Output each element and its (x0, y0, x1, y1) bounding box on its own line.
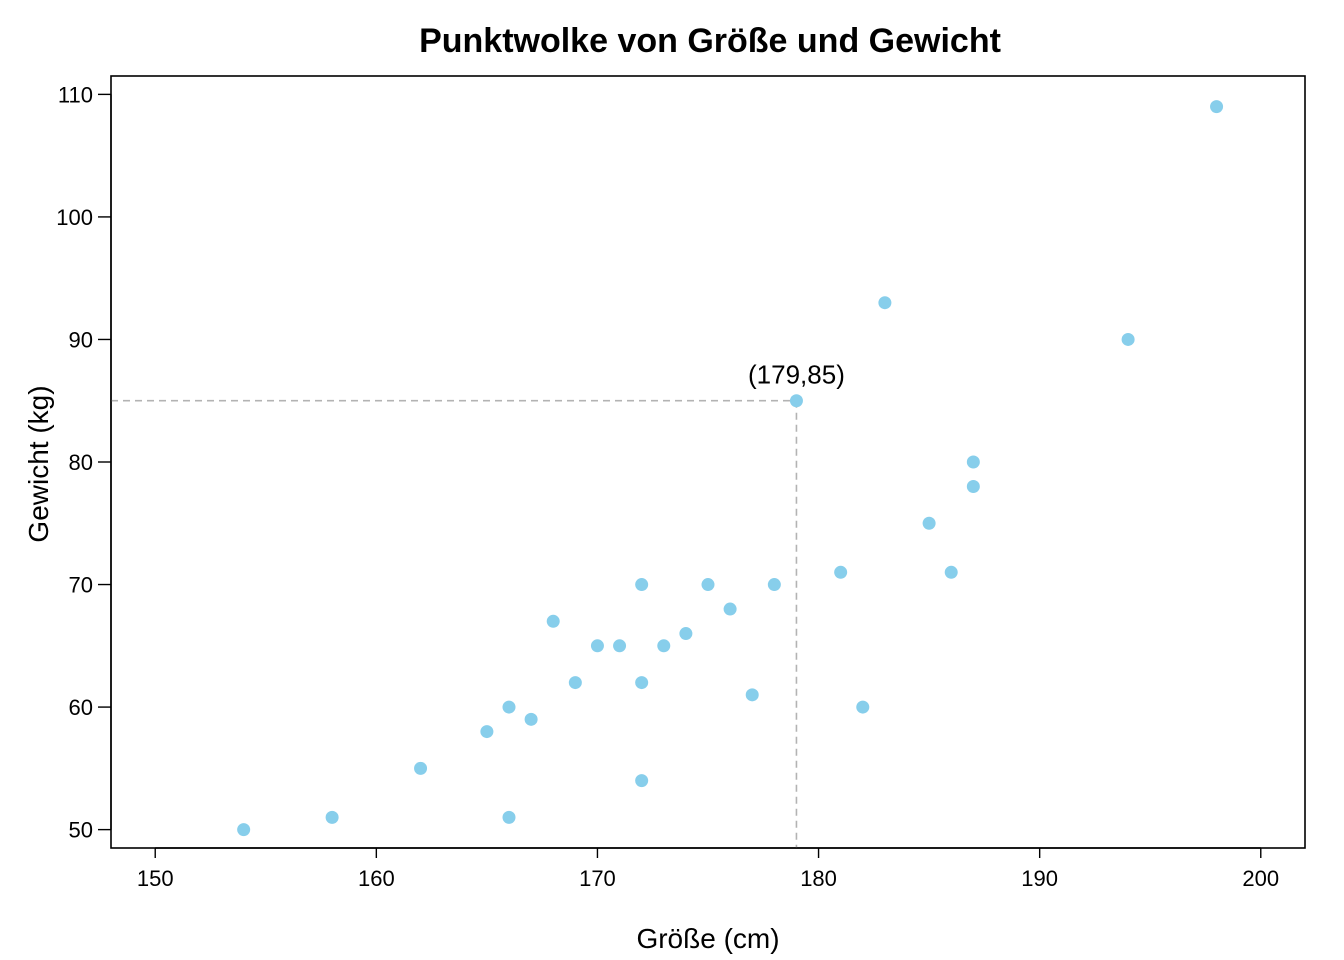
data-point (613, 639, 627, 653)
y-tick-label: 80 (69, 450, 93, 475)
x-tick-label: 190 (1021, 866, 1058, 891)
data-point (679, 627, 693, 641)
data-point (325, 810, 339, 824)
data-point (1121, 332, 1135, 346)
data-point (635, 676, 649, 690)
data-point (856, 700, 870, 714)
chart-title: Punktwolke von Größe und Gewicht (419, 22, 1001, 60)
data-point (966, 455, 980, 469)
data-point (767, 578, 781, 592)
data-point (546, 614, 560, 628)
data-point (878, 296, 892, 310)
data-point (701, 578, 715, 592)
data-point (834, 565, 848, 579)
y-tick-label: 90 (69, 327, 93, 352)
y-tick-label: 50 (69, 818, 93, 843)
data-point (590, 639, 604, 653)
data-points (237, 100, 1224, 837)
x-tick-label: 170 (579, 866, 616, 891)
x-tick-label: 150 (137, 866, 174, 891)
data-point (966, 480, 980, 494)
data-point (944, 565, 958, 579)
data-point (657, 639, 671, 653)
x-tick-label: 180 (800, 866, 837, 891)
x-tick-label: 200 (1242, 866, 1279, 891)
highlight-annotation: (179,85) (748, 360, 845, 390)
highlight-guides (111, 399, 798, 848)
y-tick-label: 110 (58, 82, 93, 107)
data-point (502, 810, 516, 824)
data-point (568, 676, 582, 690)
data-point (1210, 100, 1224, 114)
data-point (723, 602, 737, 616)
data-point (502, 700, 516, 714)
x-tick-label: 160 (358, 866, 395, 891)
data-point (789, 394, 803, 408)
data-point (745, 688, 759, 702)
data-point (635, 774, 649, 788)
data-point (480, 725, 494, 739)
plot-frame (110, 75, 1306, 849)
data-point (237, 823, 251, 837)
data-point (922, 516, 936, 530)
y-axis-label: Gewicht (kg) (23, 385, 54, 542)
y-tick-label: 100 (56, 205, 93, 230)
y-tick-label: 70 (69, 573, 93, 598)
x-axis-label: Größe (cm) (636, 923, 779, 954)
y-axis: 50 60 70 80 90 100 110 (56, 82, 112, 843)
data-point (414, 761, 428, 775)
y-tick-label: 60 (69, 695, 93, 720)
x-axis: 150 160 170 180 190 200 (137, 847, 1279, 891)
data-point (635, 578, 649, 592)
data-point (524, 712, 538, 726)
